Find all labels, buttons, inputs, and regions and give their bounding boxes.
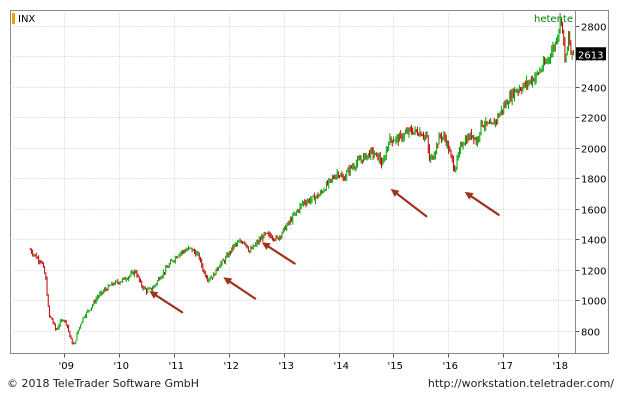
annotation-arrowhead-5 bbox=[464, 191, 474, 200]
stock-chart: 8001000120014001600180020002200240026002… bbox=[10, 10, 609, 372]
y-tick-label-1000: 1000 bbox=[581, 297, 606, 308]
annotation-arrow-2 bbox=[228, 280, 257, 300]
annotation-arrowhead-3 bbox=[261, 242, 271, 250]
annotation-arrow-4 bbox=[395, 192, 428, 218]
x-tick-label-2017: '17 bbox=[498, 361, 513, 372]
current-value-badge: 2613 bbox=[576, 47, 606, 61]
y-tick-label-1600: 1600 bbox=[581, 206, 606, 217]
y-tick-label-1800: 1800 bbox=[581, 175, 606, 186]
current-value-label: 2613 bbox=[578, 50, 603, 61]
symbol-label: INX bbox=[18, 14, 35, 25]
y-tick-label-2200: 2200 bbox=[581, 114, 606, 125]
source-url[interactable]: http://workstation.teletrader.com/ bbox=[427, 377, 614, 390]
y-tick-label-2400: 2400 bbox=[581, 84, 606, 95]
annotation-arrow-3 bbox=[266, 245, 296, 265]
annotation-arrowhead-1 bbox=[149, 290, 159, 299]
x-tick-label-2015: '15 bbox=[388, 361, 403, 372]
x-tick-label-2009: '09 bbox=[59, 361, 74, 372]
grid-lines bbox=[10, 10, 576, 354]
y-tick-label-2000: 2000 bbox=[581, 145, 606, 156]
x-axis: '09 '10 '11 '12 '13 '14 '15 '16 '17 '18 bbox=[59, 353, 568, 372]
y-tick-label-2800: 2800 bbox=[581, 23, 606, 34]
y-tick-label-1200: 1200 bbox=[581, 267, 606, 278]
x-tick-label-2012: '12 bbox=[224, 361, 239, 372]
annotation-arrow-5 bbox=[469, 194, 500, 216]
annotation-arrows bbox=[149, 188, 500, 314]
axis-panel-border bbox=[575, 10, 609, 354]
current-value-bg bbox=[576, 47, 606, 61]
copyright-text: © 2018 TeleTrader Software GmbH bbox=[7, 377, 200, 390]
annotation-arrow-1 bbox=[154, 293, 184, 314]
x-tick-label-2013: '13 bbox=[279, 361, 294, 372]
source-label: hetente bbox=[534, 14, 573, 25]
price-bars bbox=[29, 12, 574, 345]
x-tick-label-2014: '14 bbox=[334, 361, 349, 372]
y-tick-label-800: 800 bbox=[581, 328, 600, 339]
symbol-marker bbox=[12, 13, 15, 24]
y-axis: 8001000120014001600180020002200240026002… bbox=[575, 23, 606, 339]
plot-area bbox=[10, 10, 576, 354]
x-tick-label-2016: '16 bbox=[443, 361, 458, 372]
annotation-arrowhead-4 bbox=[390, 188, 400, 197]
x-tick-label-2018: '18 bbox=[553, 361, 568, 372]
x-tick-label-2010: '10 bbox=[114, 361, 129, 372]
x-tick-label-2011: '11 bbox=[169, 361, 184, 372]
annotation-arrowhead-2 bbox=[223, 277, 233, 286]
y-tick-label-1400: 1400 bbox=[581, 236, 606, 247]
